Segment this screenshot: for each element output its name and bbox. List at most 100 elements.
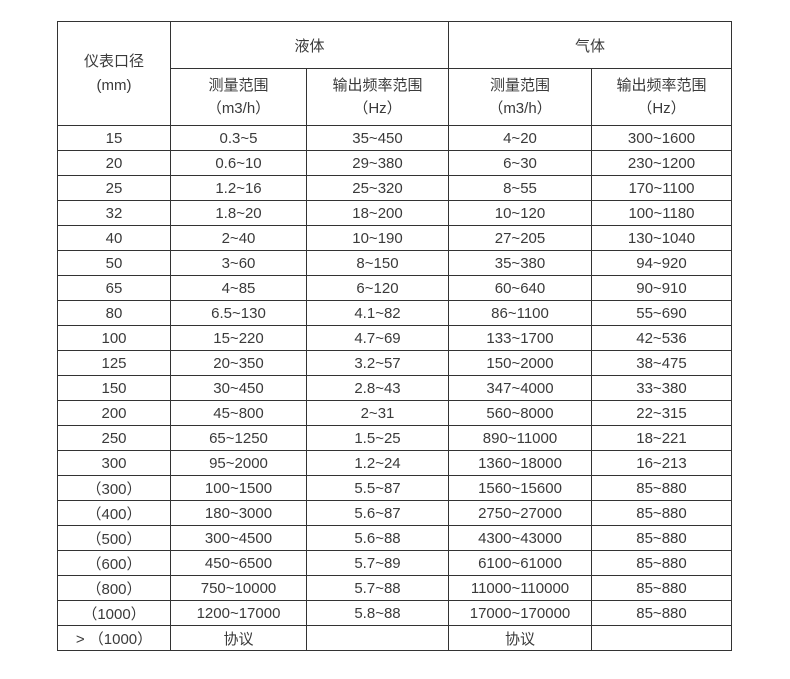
- gas-freq-cell: 94~920: [591, 250, 732, 276]
- table-row: 40 2~40 10~190 27~205 130~1040: [57, 225, 732, 251]
- liquid-measure-cell: 15~220: [170, 325, 307, 351]
- liquid-freq-cell: 8~150: [306, 250, 449, 276]
- gas-measure-cell: 4~20: [448, 125, 592, 151]
- gas-measure-cell: 1560~15600: [448, 475, 592, 501]
- table-row: （600） 450~6500 5.7~89 6100~61000 85~880: [57, 550, 732, 576]
- diameter-cell: 250: [57, 425, 171, 451]
- header-gas-freq-label: 输出频率范围: [616, 76, 707, 94]
- liquid-measure-cell: 3~60: [170, 250, 307, 276]
- gas-freq-cell: 55~690: [591, 300, 732, 326]
- header-diameter-unit: (mm): [96, 76, 132, 94]
- diameter-cell: （1000）: [57, 600, 171, 626]
- diameter-cell: 150: [57, 375, 171, 401]
- gas-freq-cell: 100~1180: [591, 200, 732, 226]
- gas-freq-cell: 85~880: [591, 475, 732, 501]
- liquid-measure-cell: 450~6500: [170, 550, 307, 576]
- table-row: （800） 750~10000 5.7~88 11000~110000 85~880: [57, 575, 732, 601]
- gas-freq-cell: 85~880: [591, 500, 732, 526]
- gas-measure-cell: 11000~110000: [448, 575, 592, 601]
- diameter-cell: 25: [57, 175, 171, 201]
- liquid-freq-cell: 5.6~88: [306, 525, 449, 551]
- liquid-freq-cell: 25~320: [306, 175, 449, 201]
- table-header: 仪表口径 (mm) 液体 气体 测量范围 （m3/h） 输出频率范围 （Hz） …: [57, 21, 732, 126]
- table-row: 25 1.2~16 25~320 8~55 170~1100: [57, 175, 732, 201]
- gas-freq-cell: 130~1040: [591, 225, 732, 251]
- liquid-measure-cell: 100~1500: [170, 475, 307, 501]
- diameter-cell: 50: [57, 250, 171, 276]
- header-liquid-freq-label: 输出频率范围: [332, 76, 423, 94]
- liquid-freq-cell: 1.2~24: [306, 450, 449, 476]
- gas-measure-cell: 协议: [448, 625, 592, 651]
- header-liquid-group: 液体: [170, 21, 449, 69]
- gas-freq-cell: 300~1600: [591, 125, 732, 151]
- header-gas-group: 气体: [448, 21, 732, 69]
- gas-measure-cell: 560~8000: [448, 400, 592, 426]
- diameter-cell: 200: [57, 400, 171, 426]
- table-row: 125 20~350 3.2~57 150~2000 38~475: [57, 350, 732, 376]
- table-body: 15 0.3~5 35~450 4~20 300~1600 20 0.6~10 29~380 6…: [57, 125, 732, 651]
- liquid-measure-cell: 协议: [170, 625, 307, 651]
- diameter-cell: > （1000）: [57, 625, 171, 651]
- gas-freq-cell: 33~380: [591, 375, 732, 401]
- gas-measure-cell: 6100~61000: [448, 550, 592, 576]
- gas-freq-cell: 38~475: [591, 350, 732, 376]
- liquid-freq-cell: 4.7~69: [306, 325, 449, 351]
- header-group-row: 仪表口径 (mm) 液体 气体: [57, 21, 732, 126]
- table-row: 300 95~2000 1.2~24 1360~18000 16~213: [57, 450, 732, 476]
- liquid-freq-cell: 35~450: [306, 125, 449, 151]
- diameter-cell: 125: [57, 350, 171, 376]
- header-diameter-cell: 仪表口径 (mm): [57, 21, 171, 126]
- table-row: 65 4~85 6~120 60~640 90~910: [57, 275, 732, 301]
- table-row: 200 45~800 2~31 560~8000 22~315: [57, 400, 732, 426]
- liquid-freq-cell: 6~120: [306, 275, 449, 301]
- liquid-freq-cell: 2~31: [306, 400, 449, 426]
- gas-freq-cell: 18~221: [591, 425, 732, 451]
- liquid-freq-cell: 2.8~43: [306, 375, 449, 401]
- liquid-measure-cell: 4~85: [170, 275, 307, 301]
- liquid-measure-cell: 1.2~16: [170, 175, 307, 201]
- liquid-freq-cell: 5.8~88: [306, 600, 449, 626]
- liquid-measure-cell: 45~800: [170, 400, 307, 426]
- gas-freq-cell: 22~315: [591, 400, 732, 426]
- gas-freq-cell: 85~880: [591, 600, 732, 626]
- gas-freq-cell: 230~1200: [591, 150, 732, 176]
- liquid-measure-cell: 1200~17000: [170, 600, 307, 626]
- diameter-cell: 65: [57, 275, 171, 301]
- diameter-cell: 20: [57, 150, 171, 176]
- gas-measure-cell: 4300~43000: [448, 525, 592, 551]
- table-row: （400） 180~3000 5.6~87 2750~27000 85~880: [57, 500, 732, 526]
- gas-freq-cell: 90~910: [591, 275, 732, 301]
- liquid-measure-cell: 300~4500: [170, 525, 307, 551]
- diameter-cell: 300: [57, 450, 171, 476]
- table-row: 100 15~220 4.7~69 133~1700 42~536: [57, 325, 732, 351]
- gas-freq-cell: 85~880: [591, 550, 732, 576]
- diameter-cell: （800）: [57, 575, 171, 601]
- gas-freq-cell: 85~880: [591, 525, 732, 551]
- liquid-measure-cell: 95~2000: [170, 450, 307, 476]
- liquid-freq-cell: 18~200: [306, 200, 449, 226]
- liquid-freq-cell: [306, 625, 449, 651]
- liquid-measure-cell: 750~10000: [170, 575, 307, 601]
- diameter-cell: （300）: [57, 475, 171, 501]
- liquid-measure-cell: 2~40: [170, 225, 307, 251]
- gas-measure-cell: 347~4000: [448, 375, 592, 401]
- gas-measure-cell: 890~11000: [448, 425, 592, 451]
- diameter-cell: 40: [57, 225, 171, 251]
- gas-measure-cell: 35~380: [448, 250, 592, 276]
- gas-measure-cell: 60~640: [448, 275, 592, 301]
- table-row: > （1000） 协议 协议: [57, 625, 732, 651]
- gas-freq-cell: 42~536: [591, 325, 732, 351]
- liquid-freq-cell: 5.7~89: [306, 550, 449, 576]
- diameter-cell: （400）: [57, 500, 171, 526]
- header-diameter-label: 仪表口径: [83, 53, 144, 71]
- diameter-cell: 15: [57, 125, 171, 151]
- table-row: 80 6.5~130 4.1~82 86~1100 55~690: [57, 300, 732, 326]
- gas-freq-cell: 170~1100: [591, 175, 732, 201]
- liquid-freq-cell: 5.6~87: [306, 500, 449, 526]
- gas-measure-cell: 10~120: [448, 200, 592, 226]
- gas-measure-cell: 27~205: [448, 225, 592, 251]
- diameter-cell: 100: [57, 325, 171, 351]
- header-gas-measure-unit: （m3/h）: [488, 100, 552, 117]
- table-row: 250 65~1250 1.5~25 890~11000 18~221: [57, 425, 732, 451]
- table-row: （500） 300~4500 5.6~88 4300~43000 85~880: [57, 525, 732, 551]
